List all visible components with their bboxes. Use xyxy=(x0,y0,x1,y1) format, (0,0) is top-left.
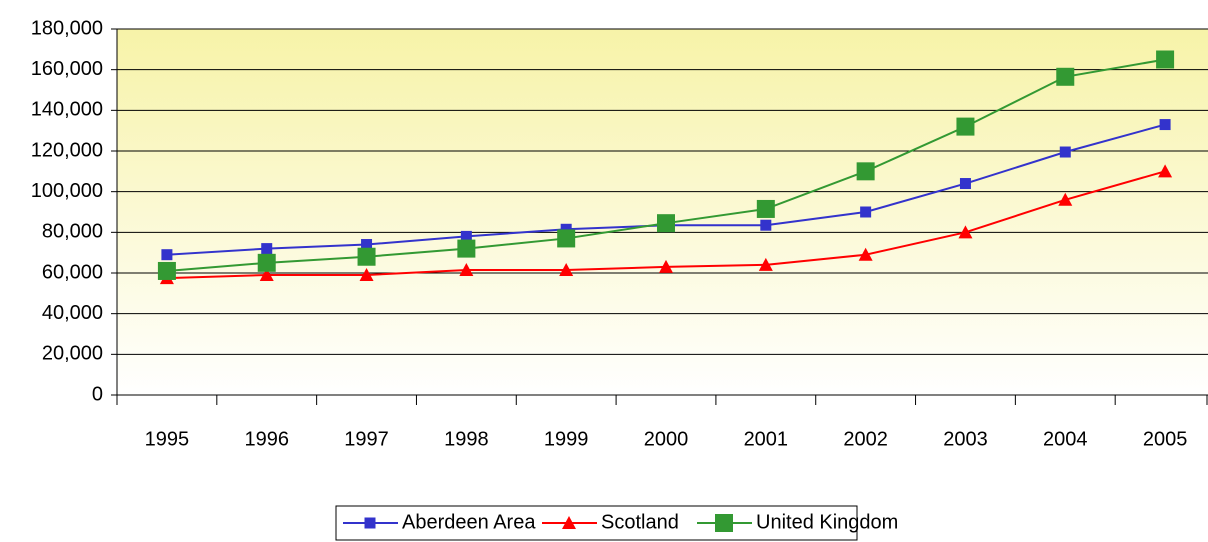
marker xyxy=(860,206,872,218)
marker xyxy=(858,247,873,261)
marker xyxy=(1058,192,1073,206)
marker xyxy=(459,262,474,276)
marker xyxy=(259,268,274,282)
marker xyxy=(557,229,576,248)
y-tick-label: 80,000 xyxy=(42,221,103,243)
legend-label: United Kingdom xyxy=(756,511,898,533)
y-tick-label: 20,000 xyxy=(42,343,103,365)
marker xyxy=(1056,67,1075,86)
marker xyxy=(1158,164,1173,178)
x-tick-label: 2000 xyxy=(644,428,689,450)
x-tick-label: 2001 xyxy=(744,428,789,450)
marker xyxy=(659,259,673,273)
marker xyxy=(460,230,472,242)
marker xyxy=(359,268,374,282)
x-tick-label: 2004 xyxy=(1043,428,1088,450)
marker xyxy=(1059,146,1071,158)
legend-label: Scotland xyxy=(601,511,679,533)
x-tick-label: 1997 xyxy=(344,428,389,450)
legend-label: Aberdeen Area xyxy=(402,511,536,533)
y-tick-label: 100,000 xyxy=(31,180,103,202)
marker xyxy=(856,162,875,181)
legend-marker xyxy=(715,514,733,532)
marker xyxy=(161,249,173,261)
marker xyxy=(560,223,572,235)
marker xyxy=(956,117,975,136)
marker xyxy=(357,247,376,266)
marker xyxy=(760,219,772,231)
marker xyxy=(959,178,971,190)
marker xyxy=(559,262,574,276)
marker xyxy=(361,239,373,251)
y-tick-label: 160,000 xyxy=(31,58,103,80)
x-tick-label: 2005 xyxy=(1143,428,1188,450)
plot-area xyxy=(117,29,1208,395)
legend-marker xyxy=(562,516,576,529)
x-tick-label: 1995 xyxy=(145,428,190,450)
x-tick-label: 1998 xyxy=(444,428,489,450)
marker xyxy=(657,214,675,233)
marker xyxy=(157,261,176,280)
marker xyxy=(758,257,773,271)
x-tick-label: 2003 xyxy=(943,428,988,450)
y-tick-label: 120,000 xyxy=(31,139,103,161)
y-tick-label: 60,000 xyxy=(42,261,103,283)
x-tick-label: 2002 xyxy=(843,428,888,450)
marker xyxy=(257,253,276,272)
y-tick-label: 40,000 xyxy=(42,302,103,324)
marker xyxy=(756,199,775,218)
marker xyxy=(457,239,476,258)
marker xyxy=(958,225,973,239)
y-tick-label: 180,000 xyxy=(31,17,103,39)
marker xyxy=(1159,119,1171,131)
marker xyxy=(1156,50,1175,69)
marker xyxy=(261,243,273,255)
x-tick-label: 1999 xyxy=(544,428,589,450)
x-tick-label: 1996 xyxy=(244,428,289,450)
y-tick-label: 0 xyxy=(92,383,103,405)
y-tick-label: 140,000 xyxy=(31,99,103,121)
legend-marker xyxy=(364,517,376,529)
